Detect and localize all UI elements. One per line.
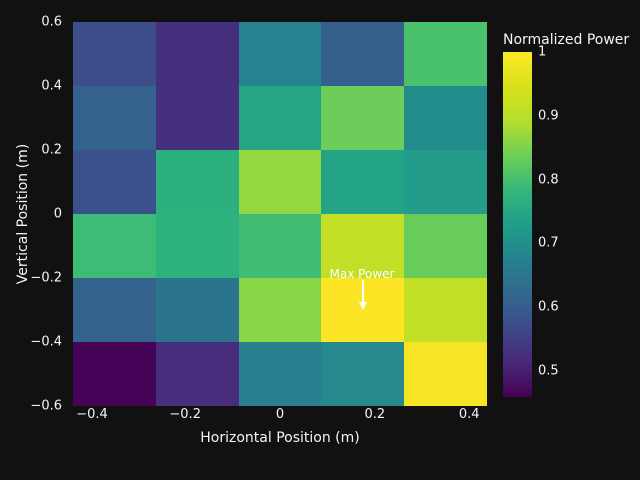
heatmap-cell[interactable] xyxy=(73,342,156,406)
heatmap-cell[interactable] xyxy=(73,278,156,342)
heatmap-cell[interactable] xyxy=(238,214,322,278)
colorbar-tick-labels: 1 0.9 0.8 0.7 0.6 0.5 xyxy=(538,45,578,397)
heatmap-cell[interactable] xyxy=(238,342,322,406)
x-axis-tick-label: −0.4 xyxy=(76,407,108,422)
y-axis-tick-label: 0.2 xyxy=(41,142,62,158)
heatmap-cell[interactable] xyxy=(321,150,405,214)
y-axis-tick-label: −0.6 xyxy=(30,398,62,414)
y-axis-tick-label: 0.4 xyxy=(41,78,62,94)
heatmap-cell[interactable] xyxy=(155,342,239,406)
colorbar-tick-label: 1 xyxy=(538,44,547,60)
y-axis-tick-label: 0 xyxy=(53,206,62,222)
colorbar-gradient xyxy=(503,52,532,397)
x-axis-tick-label: −0.2 xyxy=(169,407,201,422)
heatmap-cell[interactable] xyxy=(404,278,487,342)
x-axis-tick-label: 0 xyxy=(275,407,285,422)
heatmap-cell[interactable] xyxy=(73,150,156,214)
colorbar-tick-label: 0.9 xyxy=(538,108,559,124)
heatmap-cell[interactable] xyxy=(238,278,322,342)
heatmap-cell[interactable] xyxy=(321,22,405,86)
colorbar-tick-label: 0.7 xyxy=(538,235,559,251)
x-axis-tick-label: 0.4 xyxy=(458,407,480,422)
y-axis-tick-labels: 0.6 0.4 0.2 0 −0.2 −0.4 −0.6 xyxy=(0,15,67,414)
heatmap-cell[interactable] xyxy=(321,342,405,406)
heatmap-cell[interactable] xyxy=(155,278,239,342)
heatmap-cell[interactable] xyxy=(321,86,405,150)
x-axis-tick-labels: −0.4 −0.2 0 0.2 0.4 xyxy=(73,407,487,425)
y-axis-tick-label: −0.4 xyxy=(30,334,62,350)
heatmap-cell[interactable] xyxy=(321,214,405,278)
y-axis-tick-label: 0.6 xyxy=(41,14,62,30)
annotation-arrow-icon xyxy=(359,280,367,310)
x-axis-title: Horizontal Position (m) xyxy=(200,430,360,446)
heatmap-cell[interactable] xyxy=(404,342,487,406)
heatmap-cell[interactable] xyxy=(238,22,322,86)
colorbar-title: Normalized Power xyxy=(503,32,630,48)
x-axis-tick-label: 0.2 xyxy=(364,407,386,422)
heatmap-cell[interactable] xyxy=(404,150,487,214)
y-axis-tick-label: −0.2 xyxy=(30,270,62,286)
heatmap-cell[interactable] xyxy=(73,214,156,278)
max-power-annotation: Max Power xyxy=(329,267,395,281)
heatmap-cell[interactable] xyxy=(238,86,322,150)
heatmap-cell[interactable] xyxy=(155,150,239,214)
heatmap-cell[interactable] xyxy=(155,214,239,278)
heatmap-cell[interactable] xyxy=(404,86,487,150)
heatmap-cell[interactable] xyxy=(73,22,156,86)
heatmap-cell[interactable] xyxy=(73,86,156,150)
heatmap-cell[interactable] xyxy=(404,214,487,278)
heatmap-grid[interactable] xyxy=(73,22,487,406)
heatmap-cell[interactable] xyxy=(404,22,487,86)
colorbar-tick-label: 0.6 xyxy=(538,299,559,315)
heatmap-cell[interactable] xyxy=(155,22,239,86)
colorbar-tick-label: 0.8 xyxy=(538,172,559,188)
heatmap-cell[interactable] xyxy=(238,150,322,214)
heatmap-cell[interactable] xyxy=(155,86,239,150)
y-axis-title: Vertical Position (m) xyxy=(15,143,31,285)
colorbar-tick-label: 0.5 xyxy=(538,363,559,379)
